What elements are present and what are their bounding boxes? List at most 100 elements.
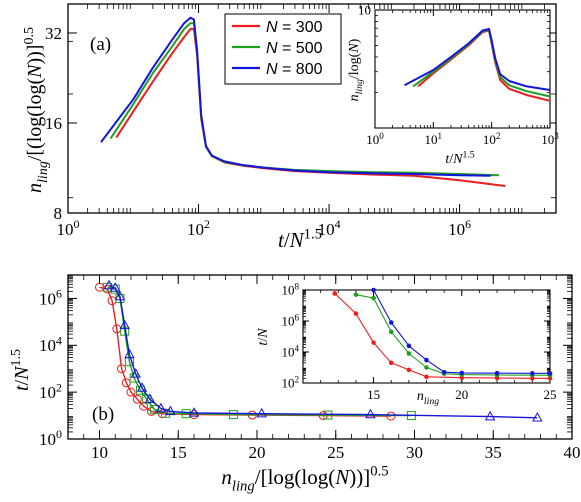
x-tick-label: 103​ <box>541 131 559 147</box>
legend-item: N = 300 <box>232 19 323 36</box>
x-tick-label: 30 <box>406 443 423 462</box>
plot-frame <box>374 9 551 129</box>
data-point-square <box>323 410 333 420</box>
inset-b: 15 20 25 102​ 104​ 106​ 108​ nling​ t/N <box>256 281 557 407</box>
data-point-triangle <box>114 290 126 301</box>
legend-item: N = 800 <box>232 61 323 78</box>
y-tick-label: 100​ <box>39 427 62 449</box>
legend-item: N = 500 <box>232 40 323 57</box>
data-point-triangle <box>136 382 148 392</box>
y-axis-label: t/N1.5​ <box>9 349 33 391</box>
series-line <box>371 287 553 376</box>
data-point-triangle <box>130 368 141 378</box>
data-point-circle <box>146 406 156 416</box>
data-point-triangle <box>188 407 200 417</box>
data-point-dot <box>371 287 376 293</box>
x-tick-label: 106​ <box>448 217 471 239</box>
data-point-triangle <box>256 407 267 418</box>
y-tick-label: 106​ <box>281 312 299 328</box>
data-point-triangle <box>144 393 156 403</box>
x-tick-label: 100​ <box>366 131 384 147</box>
data-point-circle <box>132 394 142 404</box>
data-point-dot <box>371 340 376 345</box>
data-point-triangle <box>155 402 167 413</box>
series-line <box>404 28 551 91</box>
series-line <box>334 293 550 379</box>
data-point-dot <box>441 369 447 375</box>
data-point-triangle <box>119 319 130 330</box>
data-point-dot <box>388 329 394 335</box>
data-point-square <box>228 410 238 420</box>
x-tick-label: 10 <box>91 443 108 462</box>
data-point-dot <box>459 370 465 376</box>
data-point-triangle <box>484 410 496 421</box>
inset-a: 100​ 101​ 102​ 103​ 10 t/N1.5​ nling​/log(N) <box>347 3 559 167</box>
data-point-dot <box>332 291 338 296</box>
y-tick-label: 32 <box>45 24 62 43</box>
series-line <box>404 28 551 91</box>
inset-y-axis-label: nling​/log(N) <box>347 38 365 101</box>
data-point-triangle <box>124 348 135 359</box>
data-point-dot <box>424 357 429 363</box>
data-point-circle <box>126 387 136 397</box>
legend-label: N = 500 <box>266 40 323 57</box>
x-tick-label: 35 <box>485 443 502 462</box>
data-point-circle <box>117 364 127 374</box>
panel-label-a: (a) <box>90 34 111 55</box>
data-point-triangle <box>532 412 543 422</box>
data-point-square <box>181 409 191 419</box>
x-tick-label: 40 <box>564 443 581 462</box>
panel-b-chart: 10 15 20 25 30 35 40 100​ 102​ 104​ 106​ (b) nling​/… <box>9 274 581 495</box>
y-tick-label: 108​ <box>281 281 299 297</box>
inset-x-axis-label: t/N1.5​ <box>445 149 474 167</box>
data-point-dot <box>388 360 394 366</box>
data-point-triangle <box>110 282 121 292</box>
data-point-triangle <box>165 405 176 416</box>
data-point-dot <box>388 320 394 325</box>
inset-y-axis-label: t/N <box>256 328 271 346</box>
data-point-dot <box>494 370 500 376</box>
x-tick-label: 102​ <box>187 217 210 239</box>
series-line <box>108 285 538 419</box>
x-tick-label: 100​ <box>57 217 80 239</box>
panel-a-chart: 100​ 102​ 104​ 106​ 8 16 32 (a) t/N1.5​ nling​/[(… <box>22 3 559 252</box>
data-point-dot <box>424 365 429 370</box>
data-point-dot <box>547 371 553 376</box>
legend-label: N = 300 <box>266 19 323 36</box>
series-n-800 <box>100 16 491 177</box>
data-point-dot <box>371 295 376 301</box>
data-point-triangle <box>103 279 115 290</box>
legend: N = 300 N = 500 N = 800 <box>224 13 342 85</box>
y-tick-label: 106​ <box>39 287 62 309</box>
x-tick-label: 20 <box>455 387 468 402</box>
data-point-dot <box>353 292 359 297</box>
x-tick-label: 25 <box>327 443 344 462</box>
y-tick-label: 102​ <box>281 374 299 390</box>
x-axis-label: nling​/[log(log(N))]0.5​ <box>221 464 388 495</box>
x-tick-label: 20 <box>249 443 266 462</box>
y-tick-label: 104​ <box>39 333 62 355</box>
series-line <box>100 16 491 177</box>
y-tick-label: 102​ <box>39 380 62 402</box>
data-point-dot <box>406 343 412 349</box>
x-tick-label: 15 <box>170 443 187 462</box>
data-point-dot <box>353 311 359 316</box>
data-point-circle <box>139 401 149 411</box>
y-tick-label: 10 <box>358 3 371 18</box>
data-point-square <box>150 405 160 415</box>
data-point-triangle <box>365 408 376 419</box>
series-line <box>355 294 550 376</box>
y-axis-label: nling​/[(log(log(N))]0.5​ <box>22 27 51 193</box>
data-point-dot <box>530 371 535 376</box>
x-tick-label: 104​ <box>318 217 341 239</box>
panel-label-b: (b) <box>92 404 114 425</box>
series-line <box>332 291 553 381</box>
legend-label: N = 800 <box>266 61 323 78</box>
x-axis-label: t/N1.5​ <box>278 227 322 252</box>
data-point-dot <box>424 374 429 380</box>
data-point-dot <box>406 367 412 373</box>
y-tick-label: 8 <box>54 204 63 223</box>
y-tick-label: 16 <box>45 114 62 133</box>
inset-x-axis-label: nling​ <box>417 389 439 407</box>
